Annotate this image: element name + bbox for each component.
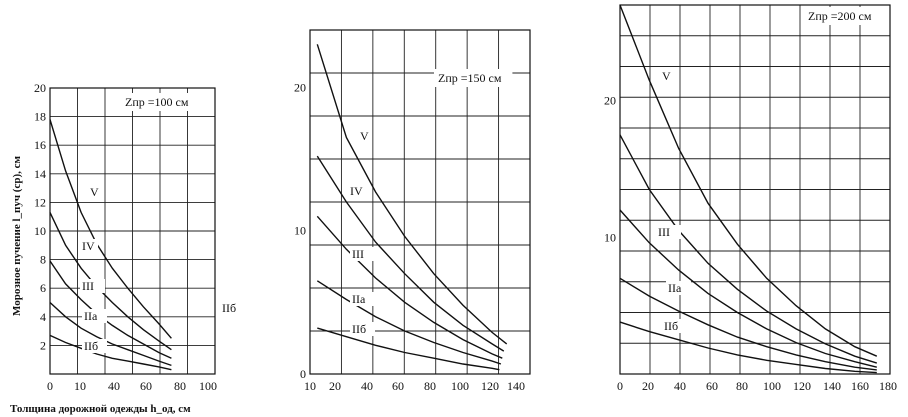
curve-label-bg	[660, 69, 671, 83]
x-tick-label: 100	[199, 379, 217, 393]
y-tick-label: 10	[294, 224, 306, 238]
annotation-bg	[121, 93, 200, 111]
curve-label-III: III	[352, 247, 364, 261]
curve-V	[619, 4, 878, 357]
curve-label-III: III	[82, 279, 94, 293]
y-tick-label: 12	[34, 195, 46, 209]
x-tick-label: 10	[304, 379, 316, 393]
x-tick-label: 140	[823, 379, 841, 393]
curve-label-IV: IV	[350, 184, 363, 198]
curve-label-bg	[358, 129, 369, 143]
curve-label-bg	[348, 184, 366, 198]
y-tick-label: 10	[34, 224, 46, 238]
x-tick-label: 40	[674, 379, 686, 393]
curve-label-IIa: IIa	[84, 309, 98, 323]
x-tick-label: 180	[879, 379, 897, 393]
extra-label: IIб	[222, 301, 236, 315]
y-tick-label: 18	[34, 110, 46, 124]
annotation-bg	[804, 7, 883, 25]
curve-label-IIa: IIa	[668, 281, 682, 295]
curve-label-bg	[656, 225, 681, 239]
y-tick-label: 14	[34, 167, 46, 181]
y-axis-title: Морозное пучение l_пуч (ср), см	[11, 155, 23, 316]
x-tick-label: 160	[851, 379, 869, 393]
curve-III	[619, 209, 877, 368]
curve-label-bg	[662, 319, 687, 333]
x-tick-label: 140	[507, 379, 525, 393]
curve-label-IIб: IIб	[664, 319, 678, 333]
curve-label-bg	[82, 339, 107, 353]
curve-label-bg	[350, 247, 375, 261]
curve-IV	[49, 212, 172, 351]
x-tick-label: 0	[617, 379, 623, 393]
y-tick-label: 0	[300, 367, 306, 381]
curve-IIa	[619, 277, 877, 371]
curve-label-bg	[88, 185, 99, 199]
curve-label-V: V	[360, 129, 369, 143]
x-tick-label: 80	[424, 379, 436, 393]
curve-III	[49, 260, 172, 359]
chart-panel-3: 10 20 0 20 40 60 80 100 120 140 160 180 V III IIa IIб Zп…	[604, 4, 897, 393]
annotation-label: Zпр =100 см	[125, 95, 189, 109]
y-tick-label: 10	[604, 230, 616, 244]
curve-label-bg	[82, 309, 107, 323]
x-tick-label: 80	[174, 379, 186, 393]
x-tick-label: 120	[481, 379, 499, 393]
curve-label-bg	[350, 322, 375, 336]
y-tick-label: 6	[40, 281, 46, 295]
x-tick-label: 20	[329, 379, 341, 393]
y-tick-label: 4	[40, 310, 46, 324]
y-tick-label: 8	[40, 253, 46, 267]
x-tick-label: 60	[706, 379, 718, 393]
x-tick-label: 100	[451, 379, 469, 393]
x-tick-label: 40	[108, 379, 120, 393]
curve-label-bg	[350, 292, 375, 306]
plot-frame	[309, 29, 531, 375]
curve-IV	[619, 134, 878, 364]
x-tick-label: 40	[361, 379, 373, 393]
curve-label-V: V	[90, 185, 99, 199]
curve-label-bg	[666, 281, 691, 295]
curve-IV	[316, 155, 505, 352]
annotation-label: Zпр =200 см	[808, 9, 872, 23]
curve-IIб	[317, 327, 500, 371]
plot-frame	[49, 87, 216, 375]
x-tick-label: 100	[763, 379, 781, 393]
x-tick-label: 20	[642, 379, 654, 393]
curve-IIб	[49, 334, 172, 371]
annotation-bg	[434, 69, 513, 87]
chart-panel-1: 2 4 6 8 10 12 14 16 18 20 0 10 40 60 80 100 V IV III IIa IIб…	[34, 81, 236, 393]
curve-IIa	[316, 280, 502, 365]
x-tick-label: 60	[140, 379, 152, 393]
x-tick-label: 10	[74, 379, 86, 393]
y-tick-label: 20	[294, 80, 306, 94]
curve-label-IIб: IIб	[352, 322, 366, 336]
curve-label-IIб: IIб	[84, 339, 98, 353]
y-tick-label: 16	[34, 138, 46, 152]
curve-V	[49, 119, 172, 339]
x-axis-title: Толщина дорожной одежды h_од, см	[10, 403, 191, 415]
curve-label-bg	[80, 279, 105, 293]
curve-IIa	[49, 301, 172, 367]
curve-label-IV: IV	[82, 239, 95, 253]
plot-frame	[619, 4, 891, 375]
x-tick-label: 0	[47, 379, 53, 393]
curve-label-V: V	[662, 69, 671, 83]
x-tick-label: 120	[793, 379, 811, 393]
curve-label-III: III	[658, 225, 670, 239]
curve-label-IIa: IIa	[352, 292, 366, 306]
curve-IIб	[619, 321, 877, 374]
y-tick-label: 20	[604, 94, 616, 108]
y-tick-label: 2	[40, 338, 46, 352]
annotation-label: Zпр =150 см	[438, 71, 502, 85]
curve-V	[316, 44, 508, 345]
x-tick-label: 60	[392, 379, 404, 393]
y-tick-label: 20	[34, 81, 46, 95]
x-tick-label: 80	[736, 379, 748, 393]
curve-label-bg	[80, 239, 98, 253]
